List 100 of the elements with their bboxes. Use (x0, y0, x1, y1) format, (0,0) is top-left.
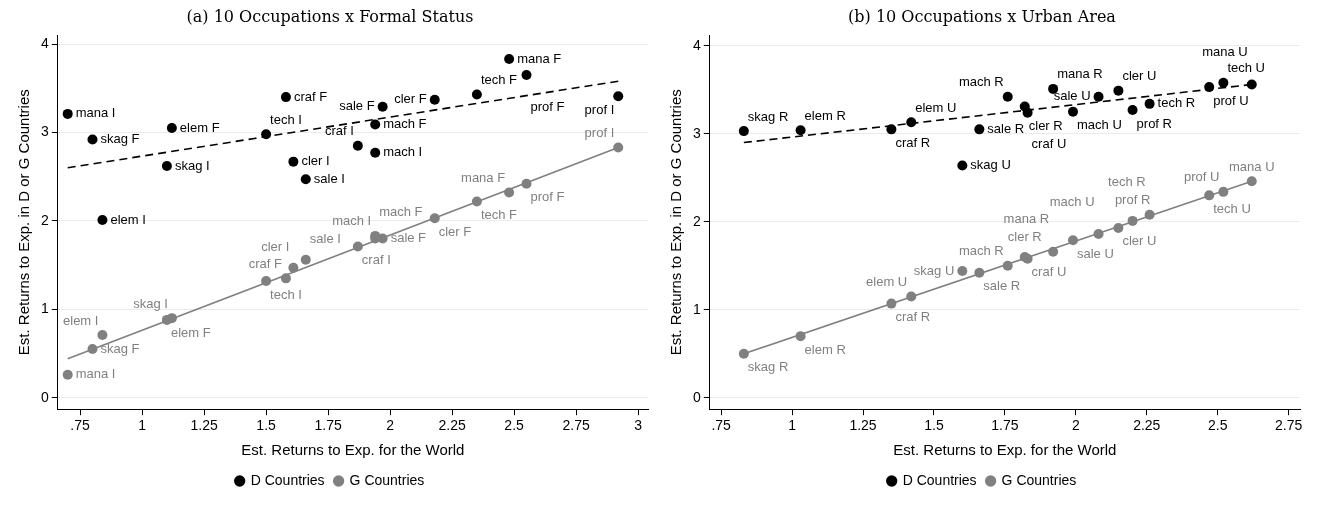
point (280, 92, 291, 103)
data-label: sale I (313, 170, 345, 186)
data-label: elem U (866, 274, 908, 290)
x-tick-label: 1.75 (991, 417, 1019, 434)
x-tick-label: .75 (70, 417, 91, 434)
point (886, 124, 897, 135)
point (352, 140, 363, 151)
data-label: skag U (913, 262, 955, 278)
x-tick-label: 2 (386, 417, 395, 434)
y-axis-title: Est. Returns to Exp. in D or G Countries (667, 89, 685, 356)
point (1048, 246, 1059, 257)
data-label: mach U (1049, 193, 1095, 209)
point (1246, 176, 1257, 187)
point (377, 101, 388, 112)
x-tick-label: 2.5 (504, 417, 525, 434)
legend-label: D Countries (250, 471, 325, 488)
point (1093, 229, 1104, 240)
x-tick-label: 1.5 (924, 417, 944, 434)
data-label: craf F (248, 255, 282, 271)
data-label: mach F (383, 116, 427, 132)
x-tick-label: 1 (138, 417, 147, 434)
data-label: sale F (390, 230, 427, 246)
y-tick-label: 1 (692, 300, 701, 317)
y-tick-label: 0 (40, 388, 49, 405)
point (974, 124, 985, 135)
data-label: mana R (1057, 66, 1103, 82)
data-label: tech R (1157, 95, 1196, 111)
data-label: craf U (1031, 136, 1067, 152)
point (795, 331, 806, 342)
point (504, 54, 515, 65)
x-tick-label: 1.75 (314, 417, 342, 434)
data-label: elem F (179, 119, 220, 135)
point (166, 313, 177, 324)
data-label: tech U (1213, 200, 1251, 216)
data-label: prof R (1136, 115, 1172, 131)
point (738, 348, 749, 359)
point (906, 117, 917, 128)
x-tick-label: 1.25 (190, 417, 218, 434)
point (1113, 222, 1124, 233)
y-tick-label: 2 (40, 211, 49, 228)
x-tick-label: 2.5 (1207, 417, 1228, 434)
point (62, 108, 73, 119)
point (429, 213, 440, 224)
data-label: elem R (804, 107, 846, 123)
point (1218, 77, 1229, 88)
y-tick-label: 4 (692, 36, 701, 53)
data-label: mach I (332, 213, 372, 229)
data-label: mana I (75, 366, 116, 382)
data-label: craf I (361, 252, 391, 268)
x-tick-label: 1 (788, 417, 797, 434)
point (795, 125, 806, 136)
data-label: craf I (324, 123, 354, 139)
point (288, 262, 299, 273)
y-tick-label: 3 (40, 123, 49, 140)
point (1113, 85, 1124, 96)
data-label: cler U (1122, 68, 1157, 84)
point (1144, 209, 1155, 220)
data-label: skag I (174, 157, 210, 173)
data-label: tech I (270, 286, 302, 302)
data-label: mach U (1076, 117, 1122, 133)
point (471, 196, 482, 207)
point (1067, 235, 1078, 246)
data-label: mana I (75, 105, 116, 121)
point (504, 187, 515, 198)
point (1127, 105, 1138, 115)
point (300, 174, 311, 185)
data-label: prof U (1213, 92, 1249, 108)
data-label: mach I (383, 144, 423, 160)
data-label: sale R (987, 120, 1025, 136)
data-label: cler U (1122, 233, 1157, 249)
data-label: sale U (1076, 245, 1114, 261)
data-label: skag R (747, 359, 789, 375)
point (62, 369, 73, 380)
x-tick-label: 2.75 (562, 417, 590, 434)
x-tick-label: 2.25 (438, 417, 466, 434)
data-label: cler R (1028, 118, 1063, 134)
point (1218, 186, 1229, 197)
point (1204, 190, 1215, 201)
data-label: mana F (461, 170, 506, 186)
data-label: skag F (100, 131, 140, 147)
point (886, 298, 897, 309)
data-label: sale R (983, 278, 1021, 294)
x-tick-label: 2.75 (1275, 417, 1303, 434)
point (1002, 91, 1013, 102)
data-label: elem U (915, 99, 957, 115)
data-label: elem I (110, 211, 146, 227)
data-label: tech R (1108, 174, 1146, 190)
data-label: mana U (1202, 44, 1248, 60)
x-tick-label: 1.25 (849, 417, 877, 434)
point (906, 291, 917, 302)
data-label: craf U (1031, 264, 1067, 280)
y-tick-label: 1 (40, 300, 49, 317)
data-label: craf R (895, 309, 931, 325)
data-label: craf F (293, 88, 328, 104)
point (429, 94, 440, 105)
x-axis-title: Est. Returns to Exp. for the World (893, 441, 1117, 459)
point (471, 89, 482, 100)
point (957, 160, 968, 171)
data-label: mach R (958, 74, 1004, 90)
point (957, 266, 968, 277)
